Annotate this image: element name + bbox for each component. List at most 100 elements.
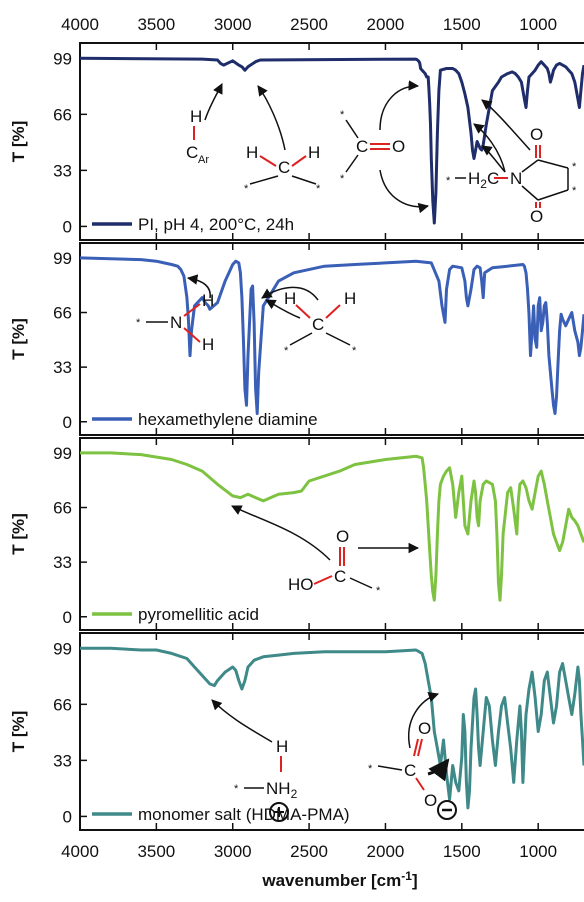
svg-text:*: * bbox=[316, 183, 321, 195]
p1-o-top: O bbox=[530, 125, 543, 144]
x-tick-label-top: 2500 bbox=[290, 15, 328, 34]
legend-label: pyromellitic acid bbox=[138, 605, 259, 624]
y-tick-label: 33 bbox=[53, 553, 72, 572]
p1-h2-label: H bbox=[246, 143, 258, 162]
p2-c-label: C bbox=[312, 315, 324, 334]
svg-text:*: * bbox=[340, 109, 345, 121]
panel-frame bbox=[79, 42, 584, 241]
svg-text:*: * bbox=[234, 783, 239, 795]
x-tick-label-bottom: 3000 bbox=[214, 842, 252, 861]
y-tick-label: 99 bbox=[53, 444, 72, 463]
p2-h1-label: H bbox=[202, 291, 214, 310]
svg-text:*: * bbox=[352, 345, 357, 357]
x-tick-label-bottom: 2500 bbox=[290, 842, 328, 861]
p2-h4-label: H bbox=[344, 289, 356, 308]
p1-h-label: H bbox=[190, 107, 202, 126]
p1-co-o-label: O bbox=[392, 137, 405, 156]
p1-h2c-label: H2C bbox=[468, 169, 499, 191]
bottom-x-tick-labels: 4000 3500 3000 2500 2000 1500 1000 bbox=[61, 842, 557, 861]
panel-frame bbox=[79, 437, 584, 631]
x-tick-label-bottom: 1500 bbox=[443, 842, 481, 861]
svg-text:*: * bbox=[284, 345, 289, 357]
panel-frame bbox=[79, 242, 584, 436]
p1-h3-label: H bbox=[308, 143, 320, 162]
panel2-annotations: * N H H H H C * * bbox=[136, 274, 357, 357]
p1-co-c-label: C bbox=[356, 137, 368, 156]
x-tick-label-bottom: 4000 bbox=[61, 842, 99, 861]
p1-c-label: C bbox=[186, 143, 198, 162]
y-axis-title: T [%] bbox=[9, 513, 28, 555]
x-tick-label-bottom: 3500 bbox=[137, 842, 175, 861]
y-tick-label: 66 bbox=[53, 695, 72, 714]
p3-o-label: O bbox=[336, 527, 349, 546]
svg-text:*: * bbox=[376, 585, 381, 597]
panel-4: 99 66 33 0 T [%] monomer salt (HDMA-PMA) bbox=[9, 632, 584, 831]
p4-plus-charge bbox=[269, 802, 289, 822]
y-tick-label: 66 bbox=[53, 499, 72, 518]
p4-c-label: C bbox=[404, 761, 416, 780]
p3-ho-label: HO bbox=[288, 575, 314, 594]
svg-text:*: * bbox=[368, 763, 373, 775]
panel3-annotations: O C HO * bbox=[231, 505, 420, 597]
p2-h2-label: H bbox=[202, 335, 214, 354]
x-tick-label-top: 4000 bbox=[61, 15, 99, 34]
y-tick-label: 0 bbox=[63, 608, 72, 627]
y-tick-label: 66 bbox=[53, 304, 72, 323]
y-tick-label: 33 bbox=[53, 161, 72, 180]
legend-label: PI, pH 4, 200°C, 24h bbox=[138, 215, 294, 234]
y-axis-title: T [%] bbox=[9, 711, 28, 753]
y-tick-label: 33 bbox=[53, 358, 72, 377]
p1-bond-h3 bbox=[291, 155, 307, 167]
p4-nh2-label: NH2 bbox=[266, 779, 298, 801]
panel-3: 99 66 33 0 T [%] pyromellitic acid bbox=[9, 437, 584, 631]
x-tick-label-top: 3000 bbox=[214, 15, 252, 34]
y-tick-label: 0 bbox=[63, 807, 72, 826]
panel-frame bbox=[79, 632, 584, 831]
spectra-panels: 99 66 33 0 T [%] PI, pH 4, 200°C, 24h 99 66 33 0 T… bbox=[9, 42, 584, 831]
y-axis-title: T [%] bbox=[9, 121, 28, 163]
p2-n-label: N bbox=[170, 313, 182, 332]
p3-c-label: C bbox=[334, 567, 346, 586]
y-tick-label: 33 bbox=[53, 751, 72, 770]
y-tick-label: 66 bbox=[53, 105, 72, 124]
p1-o-bot: O bbox=[530, 207, 543, 226]
legend-label: monomer salt (HDMA-PMA) bbox=[138, 805, 350, 824]
legend-label: hexamethylene diamine bbox=[138, 410, 318, 429]
y-tick-label: 0 bbox=[63, 413, 72, 432]
p4-h-label: H bbox=[276, 737, 288, 756]
y-tick-label: 99 bbox=[53, 249, 72, 268]
x-tick-label-top: 2000 bbox=[367, 15, 405, 34]
p2-h3-label: H bbox=[284, 289, 296, 308]
p1-arrow-ch bbox=[204, 83, 223, 121]
svg-text:*: * bbox=[340, 173, 345, 185]
p1-arrow-co-down bbox=[379, 169, 430, 214]
panel-1: 99 66 33 0 T [%] PI, pH 4, 200°C, 24h bbox=[9, 42, 584, 241]
p1-bond-h2 bbox=[259, 155, 277, 167]
panel4-annotations: H * NH2 O C * O bbox=[211, 692, 457, 822]
p4-o2-label: O bbox=[424, 791, 437, 810]
p1-arrow-ch2 bbox=[257, 85, 286, 151]
x-tick-label-top: 3500 bbox=[137, 15, 175, 34]
y-tick-label: 0 bbox=[63, 217, 72, 236]
y-axis-title: T [%] bbox=[9, 318, 28, 360]
svg-text:*: * bbox=[572, 161, 577, 173]
p1-n-label: N bbox=[510, 169, 522, 188]
x-axis-title: wavenumber [cm-1] bbox=[261, 869, 417, 890]
p1-arrow-co-up bbox=[379, 80, 420, 131]
panel-2: 99 66 33 0 T [%] hexamethylene diamine bbox=[9, 242, 584, 436]
svg-text:*: * bbox=[572, 185, 577, 197]
x-tick-label-bottom: 1000 bbox=[519, 842, 557, 861]
y-tick-label: 99 bbox=[53, 49, 72, 68]
svg-text:*: * bbox=[244, 183, 249, 195]
spectrum-line bbox=[79, 56, 584, 225]
spectrum-line bbox=[80, 451, 584, 602]
p4-minus-charge bbox=[437, 800, 457, 820]
spectrum-line bbox=[79, 256, 584, 415]
x-tick-label-top: 1000 bbox=[519, 15, 557, 34]
p4-o1-label: O bbox=[418, 719, 431, 738]
y-tick-label: 99 bbox=[53, 639, 72, 658]
p1-ar-subscript: Ar bbox=[198, 154, 209, 166]
top-x-tick-labels: 4000 3500 3000 2500 2000 1500 1000 bbox=[61, 15, 557, 34]
